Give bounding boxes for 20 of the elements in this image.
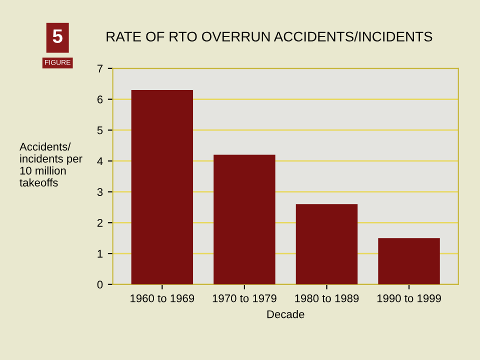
x-tick-label: 1980 to 1989	[295, 294, 359, 302]
bar	[296, 204, 358, 284]
chart-title: RATE OF RTO OVERRUN ACCIDENTS/INCIDENTS	[106, 31, 432, 42]
y-tick-label: 5	[97, 126, 103, 134]
y-tick-label: 6	[97, 96, 103, 104]
y-tick-label: 1	[98, 250, 103, 258]
bar	[131, 90, 194, 284]
x-tick-label: 1960 to 1969	[130, 294, 194, 302]
y-tick-label: 3	[97, 188, 103, 196]
text: 5	[52, 29, 62, 44]
y-tick-label: 4	[97, 157, 103, 165]
y-tick-label: 2	[97, 218, 103, 227]
bar	[378, 238, 440, 284]
bar	[214, 154, 276, 284]
x-tick-label: 1990 to 1999	[377, 294, 441, 302]
y-tick-label: 7	[97, 64, 103, 72]
y-tick-label: 0	[97, 280, 103, 289]
x-tick-label: 1970 to 1979	[212, 294, 276, 302]
x-axis-title: Decade	[267, 310, 304, 318]
y-axis-title: Accidents/ incidents per 10 million takeoffs	[20, 142, 82, 187]
